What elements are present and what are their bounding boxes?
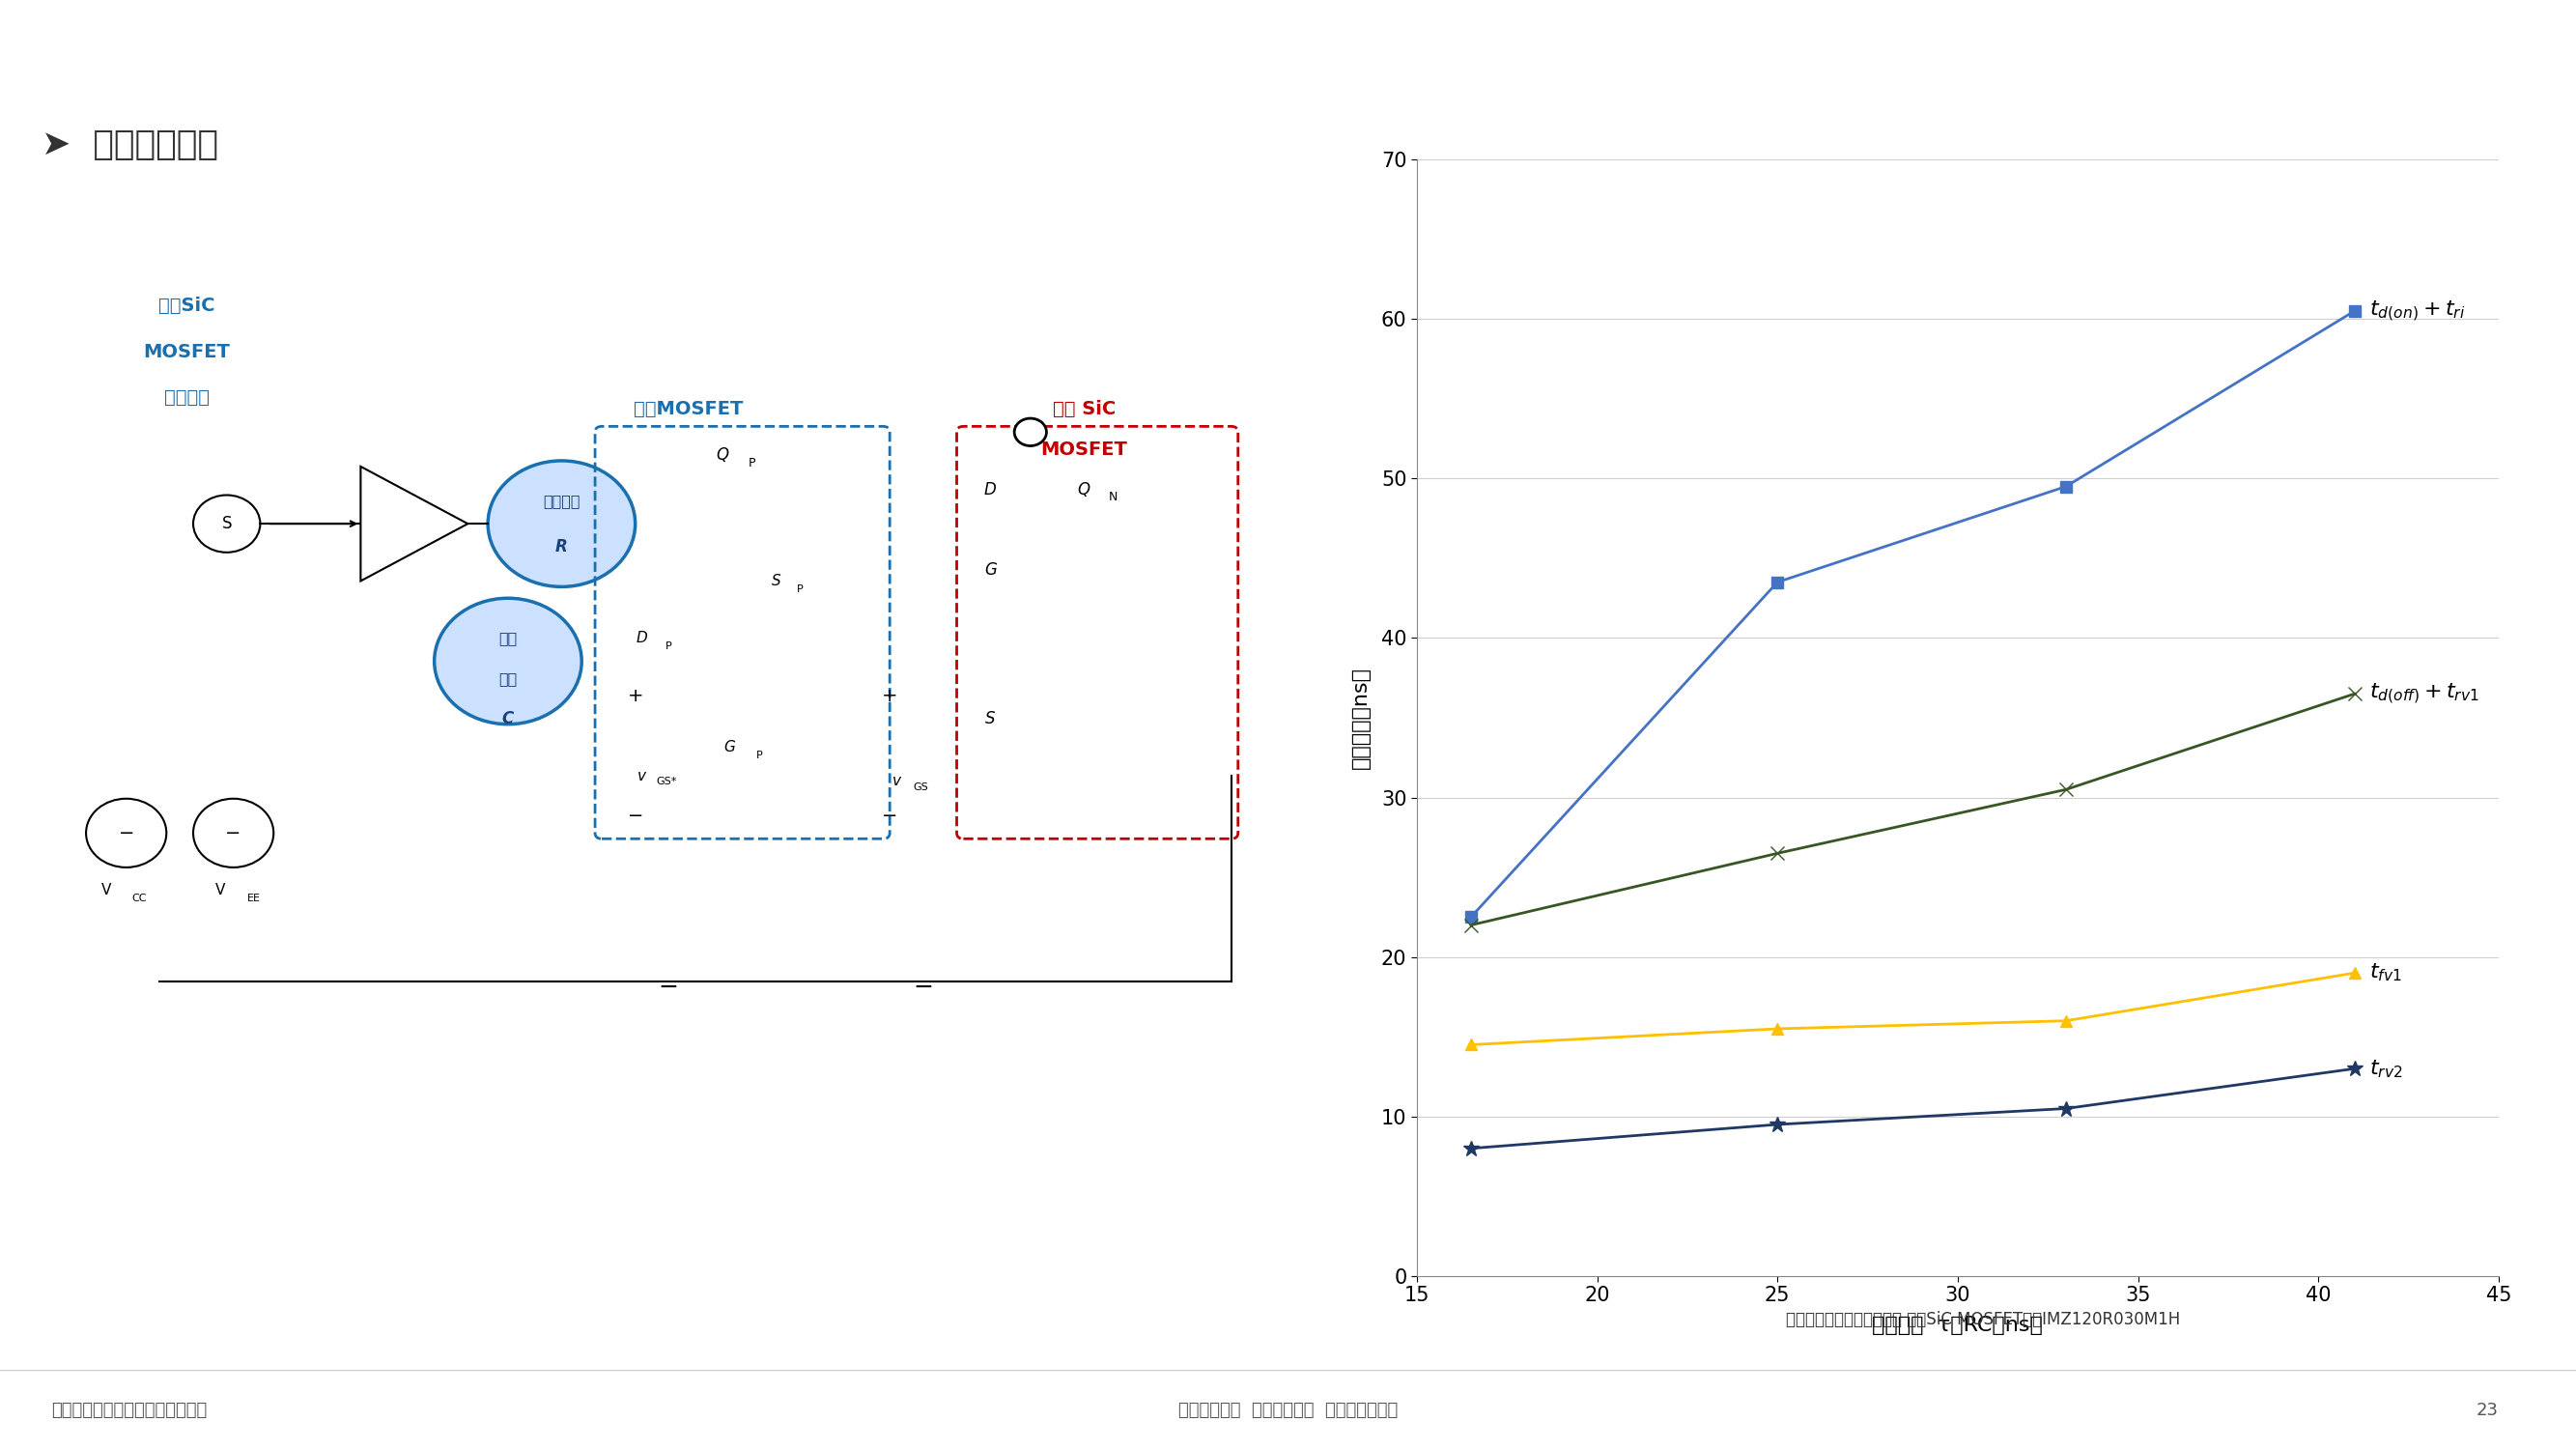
Text: GS*: GS*: [657, 777, 677, 786]
X-axis label: 时间常数  τ＝RC（ns）: 时间常数 τ＝RC（ns）: [1873, 1317, 2043, 1335]
Text: N: N: [1108, 492, 1118, 503]
Text: 被控 SiC: 被控 SiC: [1054, 400, 1115, 419]
Text: D: D: [636, 631, 647, 645]
Text: $t_{d(off)}+t_{rv1}$: $t_{d(off)}+t_{rv1}$: [2370, 681, 2478, 706]
Y-axis label: 开关时间（ns）: 开关时间（ns）: [1350, 667, 1370, 769]
Text: 23: 23: [2476, 1402, 2499, 1418]
Text: GS: GS: [912, 783, 927, 792]
Text: +: +: [629, 686, 644, 705]
Text: G: G: [724, 740, 734, 754]
Text: MOSFET: MOSFET: [1041, 441, 1128, 458]
Text: −: −: [118, 824, 134, 842]
Text: ⚙: ⚙: [2494, 36, 2517, 58]
Text: 驱动芯片: 驱动芯片: [165, 389, 209, 407]
Text: $t_{rv2}$: $t_{rv2}$: [2370, 1057, 2403, 1080]
Circle shape: [487, 461, 636, 587]
Circle shape: [1015, 419, 1046, 445]
Text: V: V: [100, 883, 111, 898]
Text: −: −: [629, 806, 644, 825]
Circle shape: [435, 599, 582, 724]
Text: D: D: [984, 481, 997, 497]
Text: R: R: [556, 538, 567, 555]
Text: $t_{d(on)}+t_{ri}$: $t_{d(on)}+t_{ri}$: [2370, 299, 2465, 323]
Text: Q: Q: [716, 447, 729, 464]
Text: EE: EE: [247, 893, 260, 903]
Text: MOSFET: MOSFET: [144, 342, 229, 361]
Text: P: P: [757, 750, 762, 760]
Text: 北京交通大学  电气工程学院  电力电子研究所: 北京交通大学 电气工程学院 电力电子研究所: [1177, 1402, 1399, 1418]
Text: ➤  参数设置推荐: ➤ 参数设置推荐: [41, 129, 219, 161]
Text: P: P: [796, 584, 804, 594]
Text: 电容: 电容: [500, 671, 518, 686]
Text: −: −: [659, 976, 680, 999]
Text: V: V: [214, 883, 224, 898]
Text: S: S: [984, 710, 994, 726]
Text: G: G: [984, 561, 997, 579]
Text: 驱动电阻: 驱动电阻: [544, 493, 580, 507]
Text: C: C: [502, 710, 513, 726]
Text: 辅助: 辅助: [500, 631, 518, 645]
Text: 辅助MOSFET: 辅助MOSFET: [634, 400, 744, 419]
Text: v: v: [639, 769, 647, 783]
Text: 3、基于跨导增益负反馈机理的干扰抑制: 3、基于跨导增益负反馈机理的干扰抑制: [52, 26, 520, 68]
Text: −: −: [881, 806, 896, 825]
Text: CC: CC: [131, 893, 147, 903]
Text: S: S: [770, 574, 781, 589]
Text: 时间常数与开关时间示意图 被控SiC MOSFET型号IMZ120R030M1H: 时间常数与开关时间示意图 被控SiC MOSFET型号IMZ120R030M1H: [1785, 1311, 2182, 1328]
Text: −: −: [227, 824, 242, 842]
Text: Q: Q: [1077, 481, 1090, 497]
Text: P: P: [665, 641, 672, 651]
Text: 普通SiC: 普通SiC: [157, 297, 214, 315]
Text: P: P: [747, 457, 755, 470]
Text: 中国电工技术学会新媒体平台发布: 中国电工技术学会新媒体平台发布: [52, 1402, 206, 1418]
Text: $t_{fv1}$: $t_{fv1}$: [2370, 961, 2401, 985]
Text: −: −: [912, 976, 933, 999]
Text: +: +: [881, 686, 896, 705]
Text: v: v: [891, 774, 902, 789]
Text: S: S: [222, 515, 232, 532]
